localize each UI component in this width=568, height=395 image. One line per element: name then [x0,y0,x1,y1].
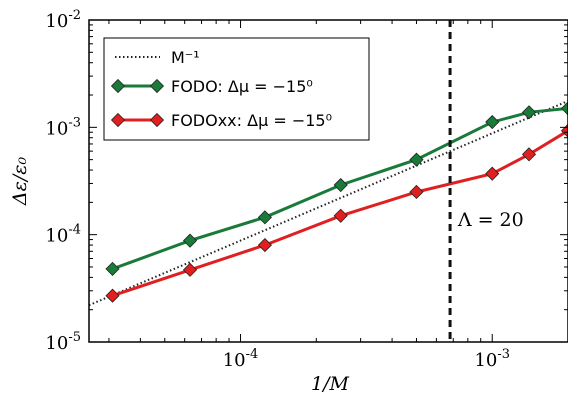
legend-marker-2 [110,112,126,128]
series-2-point [521,147,537,162]
series-line-0 [89,100,568,307]
y-tick-label: 10-2 [45,8,81,32]
legend-marker-1 [149,78,165,94]
legend-label-2: FODOxx: Δμ = −15⁰ [171,111,332,130]
series-2-point [182,262,198,277]
legend: M⁻¹ FODO: Δμ = −15⁰ FODOxx: Δμ = −15⁰ [103,37,370,141]
series-1-point [333,177,348,193]
legend-box [103,37,370,141]
legend-label-1: FODO: Δμ = −15⁰ [171,77,313,96]
series-1-point [105,261,120,276]
y-axis-label: Δε/ε₀ [9,157,31,207]
series-2-point [333,208,348,223]
y-tick-label: 10-4 [45,223,81,247]
series-1-point [485,114,500,130]
series-2-point [485,166,500,181]
series-1-point [257,210,272,225]
series-2-point [105,288,120,303]
legend-marker-2 [149,112,165,128]
x-axis-label: 1/M [311,373,349,395]
y-tick-label: 10-3 [45,115,81,139]
series-layer [89,100,568,307]
x-tick-label: 10-3 [474,347,510,371]
plot-area-frame [88,19,568,343]
legend-label-0: M⁻¹ [171,48,200,67]
y-tick-label: 10-5 [45,330,81,354]
x-tick-label: 10-4 [223,347,259,371]
series-1-point [182,233,198,248]
series-line-1 [111,106,568,271]
lambda-annotation: Λ = 20 [457,209,524,231]
series-line-2 [112,129,568,298]
legend-marker-1 [110,78,126,94]
axis-ticks: 10-5 10-4 10-3 10-2 10-4 10-3 [45,8,568,371]
series-1-point [560,101,568,116]
series-1-point [409,152,424,167]
series-2-point [409,184,424,200]
series-1-point [521,105,537,120]
series-2-point [257,238,272,253]
